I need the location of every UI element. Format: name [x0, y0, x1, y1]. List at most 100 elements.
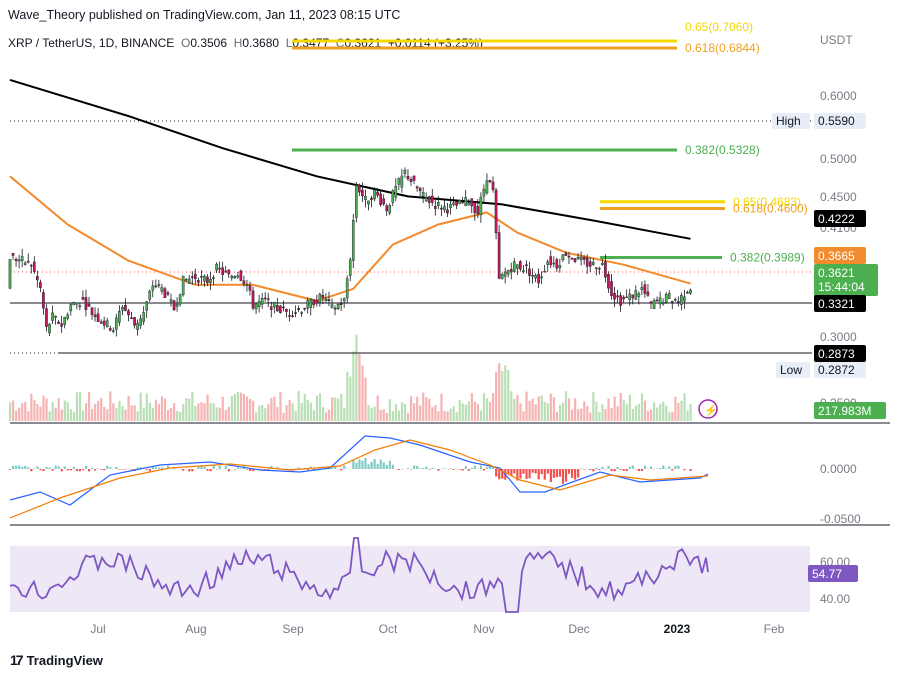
- macd-histogram-bar: [51, 469, 54, 471]
- candle-body: [145, 301, 149, 311]
- candle-body: [555, 259, 559, 269]
- candle-body: [330, 304, 334, 309]
- candle-body: [333, 307, 337, 310]
- macd-histogram-bar: [555, 469, 559, 478]
- macd-histogram-bar: [610, 469, 613, 472]
- candle-body: [625, 296, 628, 299]
- high-value: 0.5590: [818, 114, 855, 128]
- axes: 0.60000.55000.50000.45000.41000.30000.25…: [90, 33, 861, 636]
- volume-bar: [318, 393, 322, 421]
- candle-body: [209, 278, 212, 283]
- candle-body: [148, 291, 152, 300]
- candle-body: [634, 290, 638, 300]
- low-line-value-bg: [814, 345, 866, 362]
- macd-histogram-bar: [388, 460, 391, 469]
- candle-body: [111, 330, 115, 332]
- candle-body: [670, 300, 674, 303]
- volume-bar: [561, 402, 565, 421]
- volume-bar: [400, 402, 404, 421]
- volume-bar: [273, 396, 276, 421]
- volume-bar: [683, 393, 686, 421]
- volume-bar: [662, 401, 665, 421]
- candle-body: [303, 307, 306, 310]
- volume-bar: [127, 395, 130, 421]
- candle-body: [640, 287, 644, 290]
- volume-bar: [191, 391, 194, 421]
- candle-body: [169, 299, 173, 302]
- macd-histogram-bar: [352, 459, 355, 469]
- volume-bar: [261, 405, 264, 421]
- candle-body: [661, 302, 665, 305]
- volume-bar: [558, 404, 562, 421]
- candle-body: [488, 179, 492, 183]
- macd-histogram-bar: [12, 465, 15, 469]
- volume-bar: [112, 403, 115, 421]
- last-price-tag-bg: [814, 264, 878, 296]
- candle-body: [546, 261, 550, 265]
- macd-histogram-bar: [552, 469, 555, 478]
- macd-histogram-bar: [376, 463, 379, 469]
- volume-bar: [151, 407, 154, 421]
- volume-bar: [370, 407, 373, 421]
- macd-histogram-bar: [66, 469, 69, 471]
- volume-bar: [24, 401, 27, 421]
- volume-bar: [303, 393, 306, 421]
- volume-bar: [200, 402, 203, 421]
- candle-body: [45, 308, 48, 327]
- volume-bar: [60, 409, 63, 421]
- lightning-icon: [698, 399, 718, 419]
- volume-bar: [428, 398, 431, 421]
- macd-histogram-bar: [72, 466, 75, 469]
- publisher-line: Wave_Theory published on TradingView.com…: [8, 8, 401, 22]
- candle-body: [373, 189, 376, 200]
- volume-bar: [294, 411, 297, 421]
- low-tag: Low: [780, 363, 802, 377]
- macd-histogram-bar: [619, 469, 622, 470]
- candle-body: [51, 312, 54, 321]
- volume-bar: [479, 410, 483, 421]
- candle-body: [482, 188, 486, 197]
- volume-bar: [9, 402, 12, 421]
- volume-bar: [388, 399, 391, 421]
- macd-histogram-bar: [157, 467, 161, 469]
- volume-bar: [394, 404, 398, 421]
- candle-body: [379, 193, 382, 206]
- volume-bar: [628, 394, 631, 421]
- volume-bar: [476, 403, 480, 421]
- fibonacci-levels[interactable]: 0.65(0.7060) 0.618(0.6844) 0.382(0.5328) 0.…: [292, 20, 808, 265]
- candle-body: [348, 259, 352, 276]
- volume-bar: [622, 399, 625, 421]
- volume-bar: [604, 408, 607, 421]
- volume-bar: [455, 412, 458, 421]
- macd-histogram-bar: [613, 469, 616, 472]
- high-tag: High: [776, 114, 801, 128]
- volume-bar: [513, 399, 516, 421]
- candle-body: [655, 299, 659, 302]
- macd-histogram-bar: [48, 467, 51, 469]
- candle-body: [370, 197, 373, 200]
- candle-body: [33, 261, 36, 272]
- tradingview-logo[interactable]: 17 TradingView: [10, 652, 103, 668]
- macd-histogram-bar: [537, 469, 540, 480]
- candle-body: [282, 306, 285, 309]
- candle-body: [324, 298, 328, 301]
- volume-bar: [555, 411, 559, 421]
- open-label: O: [180, 36, 191, 50]
- volume-bar: [288, 400, 291, 421]
- volume-bar: [133, 405, 136, 421]
- volume-bar: [203, 403, 206, 421]
- macd-histogram-bar: [258, 468, 261, 469]
- candle-body: [251, 290, 255, 309]
- volume-bar: [482, 393, 486, 421]
- macd-histogram-bar: [683, 469, 686, 471]
- macd-histogram-bar: [561, 469, 565, 484]
- volume-bar: [42, 395, 45, 421]
- volume-bar: [616, 406, 619, 421]
- macd-histogram-bar: [145, 469, 148, 470]
- macd-histogram-bar: [470, 467, 473, 469]
- macd-histogram-bar: [355, 462, 358, 469]
- candle-body: [579, 257, 583, 261]
- volume-bar: [103, 406, 106, 421]
- symbol-name[interactable]: XRP / TetherUS, 1D, BINANCE: [8, 36, 175, 50]
